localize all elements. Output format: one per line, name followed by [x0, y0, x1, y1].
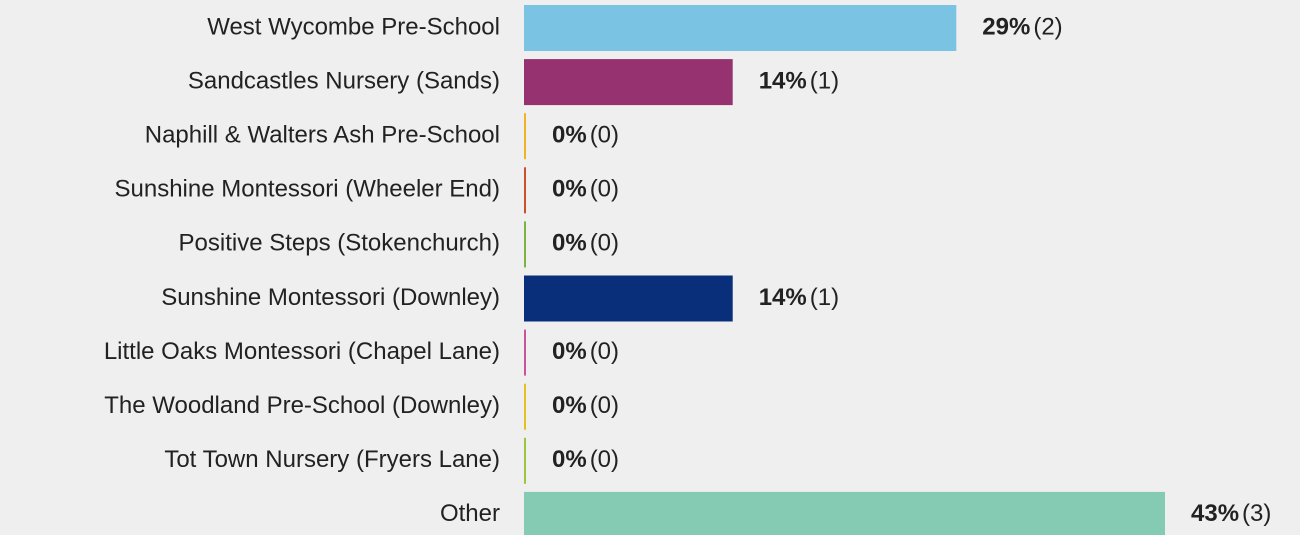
count-label: (0) [590, 392, 619, 419]
count-label: (0) [590, 338, 619, 365]
bar [524, 491, 1165, 535]
category-label: Sandcastles Nursery (Sands) [188, 67, 500, 94]
category-label: Other [440, 500, 500, 527]
value-label: 29% [982, 13, 1030, 40]
bar [524, 383, 526, 430]
bar [524, 59, 733, 106]
count-label: (3) [1242, 500, 1271, 527]
category-label: Naphill & Walters Ash Pre-School [145, 122, 500, 149]
category-label: Sunshine Montessori (Downley) [161, 284, 500, 311]
count-label: (1) [810, 284, 839, 311]
count-label: (0) [590, 446, 619, 473]
category-label: Sunshine Montessori (Wheeler End) [114, 176, 500, 203]
value-label: 14% [759, 67, 807, 94]
value-label: 43% [1191, 500, 1239, 527]
bar [524, 221, 526, 268]
count-label: (0) [590, 122, 619, 149]
value-label: 0% [552, 446, 587, 473]
bar [524, 329, 526, 376]
category-label: The Woodland Pre-School (Downley) [104, 392, 500, 419]
bar [524, 5, 957, 51]
category-label: Tot Town Nursery (Fryers Lane) [164, 446, 500, 473]
value-label: 0% [552, 230, 587, 257]
value-label: 0% [552, 338, 587, 365]
category-label: Positive Steps (Stokenchurch) [179, 230, 500, 257]
category-label: West Wycombe Pre-School [207, 13, 500, 40]
value-label: 0% [552, 392, 587, 419]
value-label: 0% [552, 176, 587, 203]
count-label: (0) [590, 176, 619, 203]
count-label: (0) [590, 230, 619, 257]
value-label: 0% [552, 122, 587, 149]
value-label: 14% [759, 284, 807, 311]
bar [524, 167, 526, 214]
bar [524, 437, 526, 484]
count-label: (2) [1033, 13, 1062, 40]
count-label: (1) [810, 67, 839, 94]
bar [524, 275, 733, 322]
category-label: Little Oaks Montessori (Chapel Lane) [104, 338, 500, 365]
bar [524, 113, 526, 160]
